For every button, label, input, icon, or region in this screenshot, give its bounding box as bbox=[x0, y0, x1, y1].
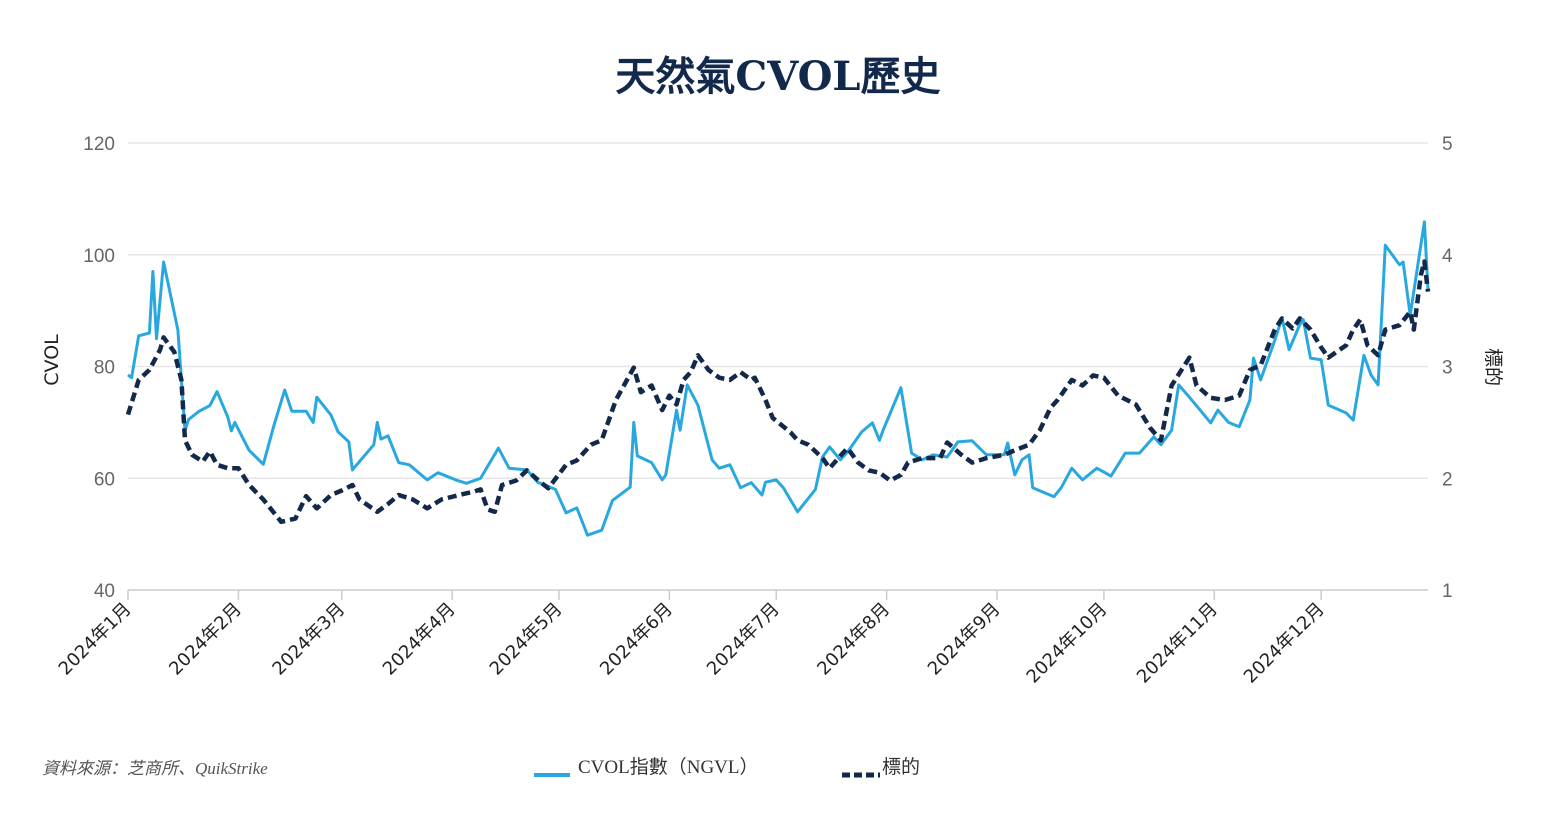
x-tick-label: 2024年4月 bbox=[379, 599, 460, 680]
x-tick-label: 2024年12月 bbox=[1240, 599, 1329, 688]
y-tick-label: 100 bbox=[83, 246, 115, 267]
series-lines bbox=[125, 220, 1431, 537]
cvol-series-line bbox=[127, 220, 1430, 537]
y2-tick-label: 4 bbox=[1442, 246, 1453, 267]
x-tick-label: 2024年2月 bbox=[165, 599, 246, 680]
x-tick-label: 2024年7月 bbox=[703, 599, 784, 680]
x-axis-ticks: 2024年1月 2024年2月 2024年3月 2024年4月 2024年5月 2024年… bbox=[55, 590, 1329, 688]
chart-title: 天然氣CVOL歷史 bbox=[615, 53, 940, 100]
x-tick-label: 2024年8月 bbox=[813, 599, 894, 680]
underlying-series-line bbox=[125, 259, 1431, 525]
x-tick-label: 2024年9月 bbox=[924, 599, 1005, 680]
gridlines bbox=[128, 142, 1428, 591]
y2-tick-label: 1 bbox=[1442, 581, 1453, 602]
x-tick-label: 2024年11月 bbox=[1133, 599, 1222, 688]
y-tick-label: 120 bbox=[83, 134, 115, 155]
y2-tick-label: 5 bbox=[1442, 134, 1453, 155]
x-tick-label: 2024年1月 bbox=[55, 599, 136, 680]
legend: CVOL指數（NGVL） 標的 bbox=[534, 756, 920, 778]
x-tick-label: 2024年6月 bbox=[596, 599, 677, 680]
left-axis-label: CVOL bbox=[41, 334, 63, 386]
y2-tick-label: 3 bbox=[1442, 358, 1453, 379]
legend-label-cvol: CVOL指數（NGVL） bbox=[578, 756, 759, 778]
y-tick-label: 60 bbox=[94, 469, 115, 490]
x-tick-label: 2024年5月 bbox=[486, 599, 567, 680]
x-tick-label: 2024年3月 bbox=[268, 599, 349, 680]
right-axis-label: 標的 bbox=[1482, 348, 1504, 386]
source-note: 資料來源：芝商所、QuikStrike bbox=[42, 759, 268, 778]
y2-tick-label: 2 bbox=[1442, 469, 1453, 490]
y-tick-label: 40 bbox=[94, 581, 115, 602]
x-tick-label: 2024年10月 bbox=[1023, 599, 1112, 688]
left-axis-ticks: 40 60 80 100 120 bbox=[83, 134, 115, 602]
y-tick-label: 80 bbox=[94, 358, 115, 379]
right-axis-ticks: 1 2 3 4 5 bbox=[1442, 134, 1453, 602]
legend-label-underlying: 標的 bbox=[882, 756, 920, 778]
